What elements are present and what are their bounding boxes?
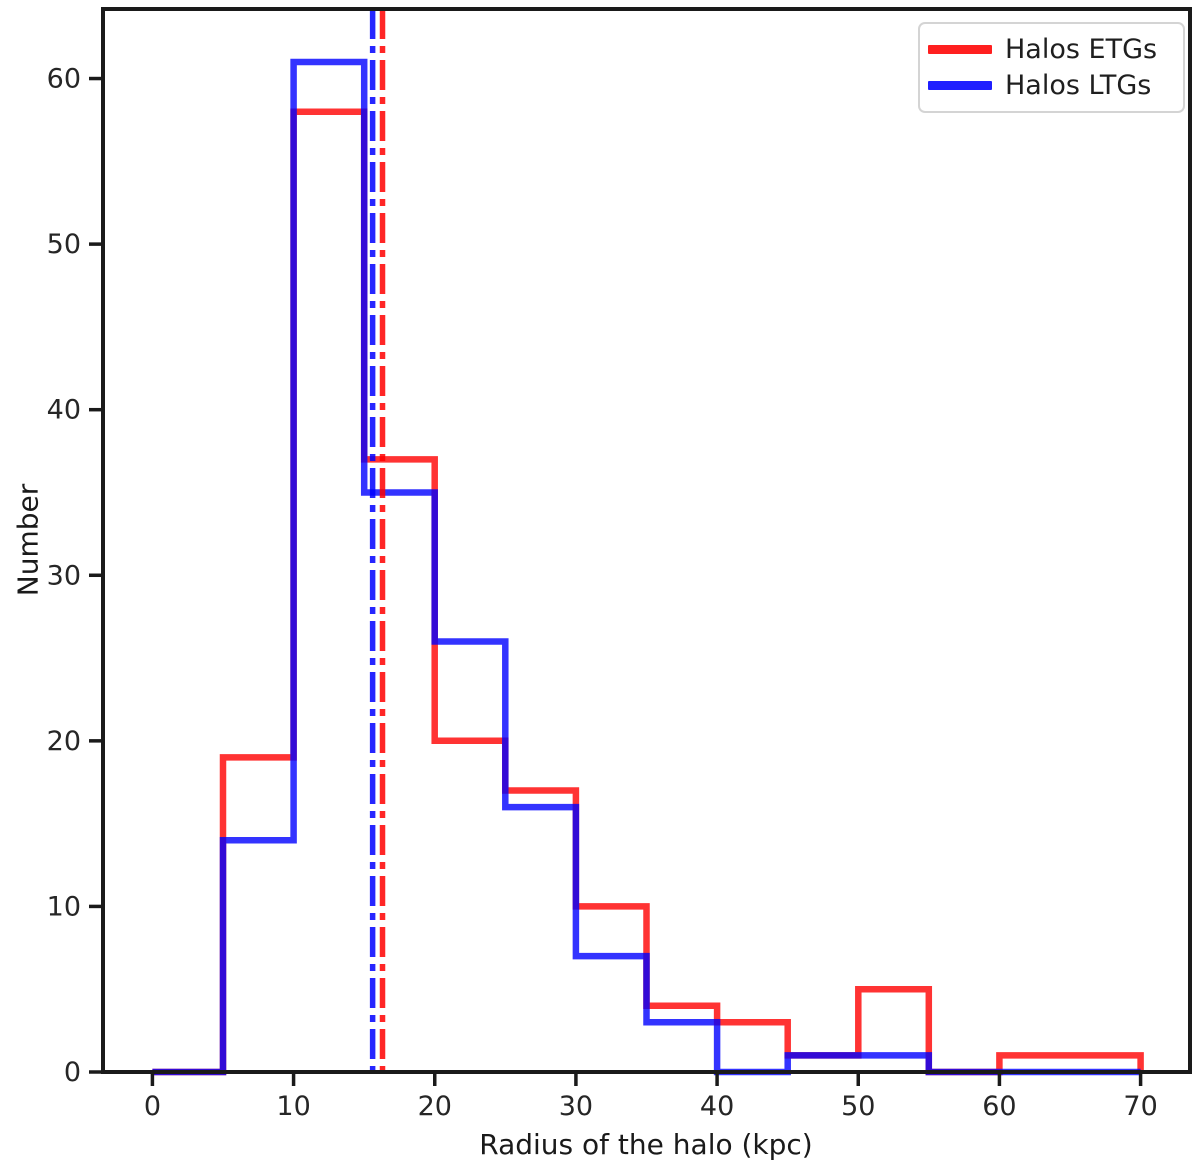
legend-label-etgs: Halos ETGs (1005, 33, 1158, 65)
legend: Halos ETGs Halos LTGs (918, 22, 1185, 113)
legend-entry-ltgs: Halos LTGs (928, 70, 1173, 101)
x-tick-label-30: 30 (559, 1091, 593, 1122)
x-tick-label-60: 60 (982, 1091, 1016, 1122)
x-tick-label-50: 50 (841, 1091, 875, 1122)
y-tick-label-30: 30 (47, 560, 81, 591)
x-axis-label: Radius of the halo (kpc) (479, 1128, 813, 1161)
x-axis-ticks: 0 10 20 30 40 50 60 70 (144, 1074, 1158, 1122)
y-tick-label-10: 10 (47, 891, 81, 922)
x-tick-label-10: 10 (276, 1091, 310, 1122)
legend-entry-etgs: Halos ETGs (928, 34, 1173, 65)
legend-label-ltgs: Halos LTGs (1005, 70, 1152, 102)
y-axis-label: Number (11, 483, 45, 597)
y-axis-ticks: 0 10 20 30 40 50 60 (47, 64, 101, 1088)
legend-line-ltgs-icon (928, 81, 992, 91)
etgs-step-line (152, 108, 1144, 1076)
x-tick-label-0: 0 (144, 1091, 161, 1122)
plot-spines (101, 7, 1192, 1074)
y-tick-label-20: 20 (47, 726, 81, 757)
legend-line-etgs-icon (928, 44, 992, 54)
y-tick-label-50: 50 (47, 229, 81, 260)
x-tick-label-70: 70 (1123, 1091, 1157, 1122)
ltgs-step-line (152, 58, 1141, 1076)
x-tick-label-40: 40 (700, 1091, 734, 1122)
y-tick-label-0: 0 (64, 1057, 81, 1088)
x-tick-label-20: 20 (418, 1091, 452, 1122)
y-tick-label-40: 40 (47, 395, 81, 426)
y-tick-label-60: 60 (47, 64, 81, 95)
